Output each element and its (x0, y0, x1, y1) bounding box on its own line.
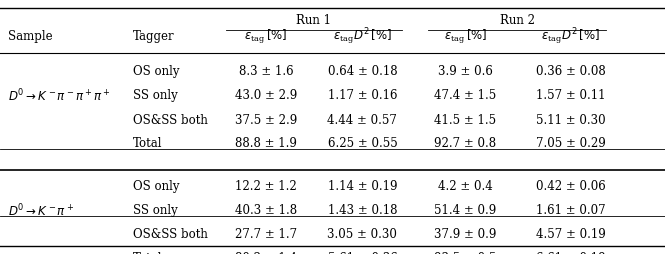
Text: 8.3 ± 1.6: 8.3 ± 1.6 (239, 65, 293, 78)
Text: Total: Total (133, 252, 162, 254)
Text: 1.14 ± 0.19: 1.14 ± 0.19 (328, 180, 397, 193)
Text: 88.8 ± 1.9: 88.8 ± 1.9 (235, 136, 297, 150)
Text: $\varepsilon_{\mathregular{tag}}\,[\%]$: $\varepsilon_{\mathregular{tag}}\,[\%]$ (244, 28, 288, 46)
Text: $D^0 \to K^-\pi^-\pi^+\pi^+$: $D^0 \to K^-\pi^-\pi^+\pi^+$ (8, 87, 110, 104)
Text: Run 1: Run 1 (296, 14, 331, 27)
Text: 0.64 ± 0.18: 0.64 ± 0.18 (328, 65, 397, 78)
Text: 6.61 ± 0.19: 6.61 ± 0.19 (536, 252, 605, 254)
Text: SS only: SS only (133, 89, 178, 102)
Text: Tagger: Tagger (133, 30, 175, 43)
Text: 0.36 ± 0.08: 0.36 ± 0.08 (536, 65, 605, 78)
Text: 1.57 ± 0.11: 1.57 ± 0.11 (536, 89, 605, 102)
Text: OS&SS both: OS&SS both (133, 228, 208, 241)
Text: 47.4 ± 1.5: 47.4 ± 1.5 (434, 89, 497, 102)
Text: $\varepsilon_{\mathregular{tag}}D^2\,[\%]$: $\varepsilon_{\mathregular{tag}}D^2\,[\%… (541, 26, 600, 47)
Text: 37.5 ± 2.9: 37.5 ± 2.9 (235, 114, 297, 127)
Text: 12.2 ± 1.2: 12.2 ± 1.2 (235, 180, 297, 193)
Text: 5.11 ± 0.30: 5.11 ± 0.30 (536, 114, 605, 127)
Text: 27.7 ± 1.7: 27.7 ± 1.7 (235, 228, 297, 241)
Text: OS only: OS only (133, 180, 180, 193)
Text: 3.9 ± 0.6: 3.9 ± 0.6 (438, 65, 493, 78)
Text: 80.2 ± 1.4: 80.2 ± 1.4 (235, 252, 297, 254)
Text: $\varepsilon_{\mathregular{tag}}D^2\,[\%]$: $\varepsilon_{\mathregular{tag}}D^2\,[\%… (333, 26, 392, 47)
Text: 6.25 ± 0.55: 6.25 ± 0.55 (328, 136, 397, 150)
Text: $\varepsilon_{\mathregular{tag}}\,[\%]$: $\varepsilon_{\mathregular{tag}}\,[\%]$ (444, 28, 487, 46)
Text: 41.5 ± 1.5: 41.5 ± 1.5 (434, 114, 497, 127)
Text: 4.2 ± 0.4: 4.2 ± 0.4 (438, 180, 493, 193)
Text: 5.61 ± 0.36: 5.61 ± 0.36 (328, 252, 397, 254)
Text: 1.43 ± 0.18: 1.43 ± 0.18 (328, 204, 397, 217)
Text: 4.44 ± 0.57: 4.44 ± 0.57 (327, 114, 398, 127)
Text: 7.05 ± 0.29: 7.05 ± 0.29 (536, 136, 605, 150)
Text: Sample: Sample (8, 30, 53, 43)
Text: 37.9 ± 0.9: 37.9 ± 0.9 (434, 228, 497, 241)
Text: Total: Total (133, 136, 162, 150)
Text: 43.0 ± 2.9: 43.0 ± 2.9 (235, 89, 297, 102)
Text: 4.57 ± 0.19: 4.57 ± 0.19 (536, 228, 605, 241)
Text: 1.17 ± 0.16: 1.17 ± 0.16 (328, 89, 397, 102)
Text: 51.4 ± 0.9: 51.4 ± 0.9 (434, 204, 497, 217)
Text: 92.7 ± 0.8: 92.7 ± 0.8 (434, 136, 497, 150)
Text: 93.5 ± 0.5: 93.5 ± 0.5 (434, 252, 497, 254)
Text: OS&SS both: OS&SS both (133, 114, 208, 127)
Text: Run 2: Run 2 (500, 14, 535, 27)
Text: $D^0 \to K^-\pi^+$: $D^0 \to K^-\pi^+$ (8, 202, 74, 219)
Text: OS only: OS only (133, 65, 180, 78)
Text: 1.61 ± 0.07: 1.61 ± 0.07 (536, 204, 605, 217)
Text: SS only: SS only (133, 204, 178, 217)
Text: 40.3 ± 1.8: 40.3 ± 1.8 (235, 204, 297, 217)
Text: 0.42 ± 0.06: 0.42 ± 0.06 (536, 180, 605, 193)
Text: 3.05 ± 0.30: 3.05 ± 0.30 (327, 228, 398, 241)
